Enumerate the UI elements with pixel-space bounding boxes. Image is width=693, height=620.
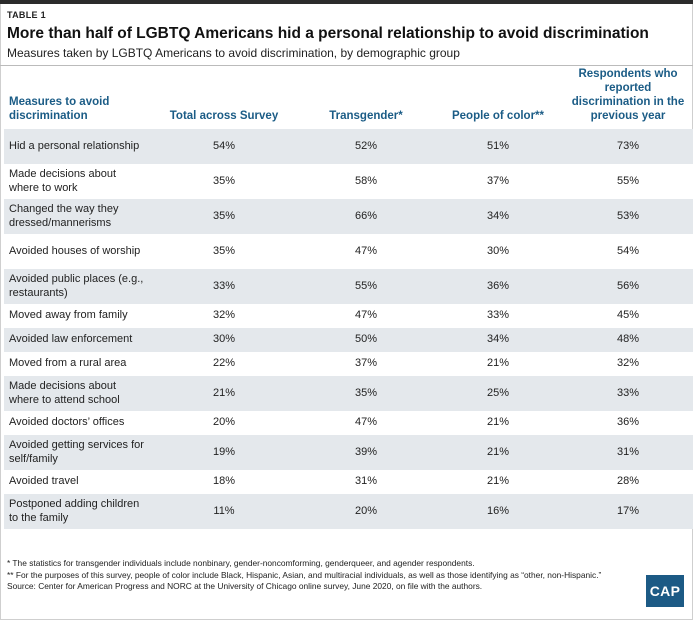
column-header-transgender: Transgender* [329,110,403,122]
cell-transgender: 47% [299,234,433,269]
cell-transgender: 39% [299,435,433,470]
cell-total: 21% [149,376,299,411]
cell-transgender: 35% [299,376,433,411]
cell-people-of-color: 51% [433,129,563,164]
cell-measure: Hid a personal relationship [4,129,149,164]
cell-people-of-color: 33% [433,304,563,328]
cell-total: 11% [149,494,299,529]
cell-measure: Made decisions about where to attend sch… [4,376,149,411]
table-row: Avoided getting services for self/family… [4,435,693,470]
cell-measure: Avoided houses of worship [4,234,149,269]
cell-measure: Moved from a rural area [4,352,149,376]
cell-people-of-color: 21% [433,411,563,435]
cell-people-of-color: 16% [433,494,563,529]
cell-transgender: 52% [299,129,433,164]
cell-measure: Made decisions about where to work [4,164,149,199]
header-divider [0,65,693,66]
cell-transgender: 31% [299,470,433,494]
cell-measure: Avoided public places (e.g., restaurants… [4,269,149,304]
table-row: Avoided public places (e.g., restaurants… [4,269,693,304]
cell-recent-discrimination: 28% [563,470,693,494]
column-header-people-of-color: People of color** [451,110,545,122]
cap-logo: CAP [646,575,684,607]
table-row: Moved away from family 32% 47% 33% 45% [4,304,693,328]
top-rule [0,0,693,4]
footnotes: * The statistics for transgender individ… [7,558,607,593]
cell-measure: Avoided travel [4,470,149,494]
footnote-people-of-color: ** For the purposes of this survey, peop… [7,569,602,580]
cell-total: 20% [149,411,299,435]
cell-total: 22% [149,352,299,376]
cell-transgender: 50% [299,328,433,352]
cell-people-of-color: 21% [433,435,563,470]
table-row: Changed the way they dressed/mannerisms … [4,199,693,234]
table-row: Made decisions about where to work 35% 5… [4,164,693,199]
cell-measure: Avoided law enforcement [4,328,149,352]
column-header-measure: Measures to avoid discrimination [9,96,110,122]
cell-total: 35% [149,164,299,199]
cell-recent-discrimination: 45% [563,304,693,328]
cell-recent-discrimination: 31% [563,435,693,470]
cell-total: 35% [149,234,299,269]
cell-transgender: 55% [299,269,433,304]
cell-recent-discrimination: 53% [563,199,693,234]
data-table: Measures to avoid discrimination Total a… [4,67,693,529]
table-row: Avoided travel 18% 31% 21% 28% [4,470,693,494]
table-label: TABLE 1 [7,10,46,20]
cell-total: 54% [149,129,299,164]
cell-total: 18% [149,470,299,494]
table-row: Avoided law enforcement 30% 50% 34% 48% [4,328,693,352]
cell-transgender: 20% [299,494,433,529]
cell-transgender: 37% [299,352,433,376]
page-title: More than half of LGBTQ Americans hid a … [7,25,649,42]
cell-total: 32% [149,304,299,328]
source-note: Source: Center for American Progress and… [7,581,483,592]
cell-people-of-color: 30% [433,234,563,269]
cell-total: 33% [149,269,299,304]
cell-recent-discrimination: 73% [563,129,693,164]
footnote-transgender: * The statistics for transgender individ… [7,558,475,568]
table-row: Moved from a rural area 22% 37% 21% 32% [4,352,693,376]
table-header-row: Measures to avoid discrimination Total a… [4,67,693,129]
cell-total: 35% [149,199,299,234]
cell-measure: Moved away from family [4,304,149,328]
cell-people-of-color: 34% [433,328,563,352]
column-header-total: Total across Survey [169,110,279,122]
cell-people-of-color: 34% [433,199,563,234]
cell-measure: Avoided getting services for self/family [4,435,149,470]
cell-transgender: 66% [299,199,433,234]
cell-recent-discrimination: 33% [563,376,693,411]
cell-transgender: 47% [299,411,433,435]
cell-recent-discrimination: 54% [563,234,693,269]
cell-total: 30% [149,328,299,352]
column-header-recent-discrimination: Respondents who reported discrimination … [571,68,685,122]
page-subtitle: Measures taken by LGBTQ Americans to avo… [7,46,460,60]
table-row: Avoided doctors’ offices 20% 47% 21% 36% [4,411,693,435]
cell-people-of-color: 37% [433,164,563,199]
cell-people-of-color: 25% [433,376,563,411]
cell-transgender: 47% [299,304,433,328]
cell-recent-discrimination: 32% [563,352,693,376]
cell-people-of-color: 21% [433,352,563,376]
cell-people-of-color: 36% [433,269,563,304]
table-row: Hid a personal relationship 54% 52% 51% … [4,129,693,164]
cell-transgender: 58% [299,164,433,199]
cell-recent-discrimination: 17% [563,494,693,529]
cell-recent-discrimination: 55% [563,164,693,199]
cell-total: 19% [149,435,299,470]
table-row: Postponed adding children to the family … [4,494,693,529]
cell-measure: Postponed adding children to the family [4,494,149,529]
cell-recent-discrimination: 36% [563,411,693,435]
table-row: Avoided houses of worship 35% 47% 30% 54… [4,234,693,269]
table-row: Made decisions about where to attend sch… [4,376,693,411]
cell-measure: Changed the way they dressed/mannerisms [4,199,149,234]
cell-recent-discrimination: 56% [563,269,693,304]
cell-recent-discrimination: 48% [563,328,693,352]
cell-people-of-color: 21% [433,470,563,494]
cell-measure: Avoided doctors’ offices [4,411,149,435]
